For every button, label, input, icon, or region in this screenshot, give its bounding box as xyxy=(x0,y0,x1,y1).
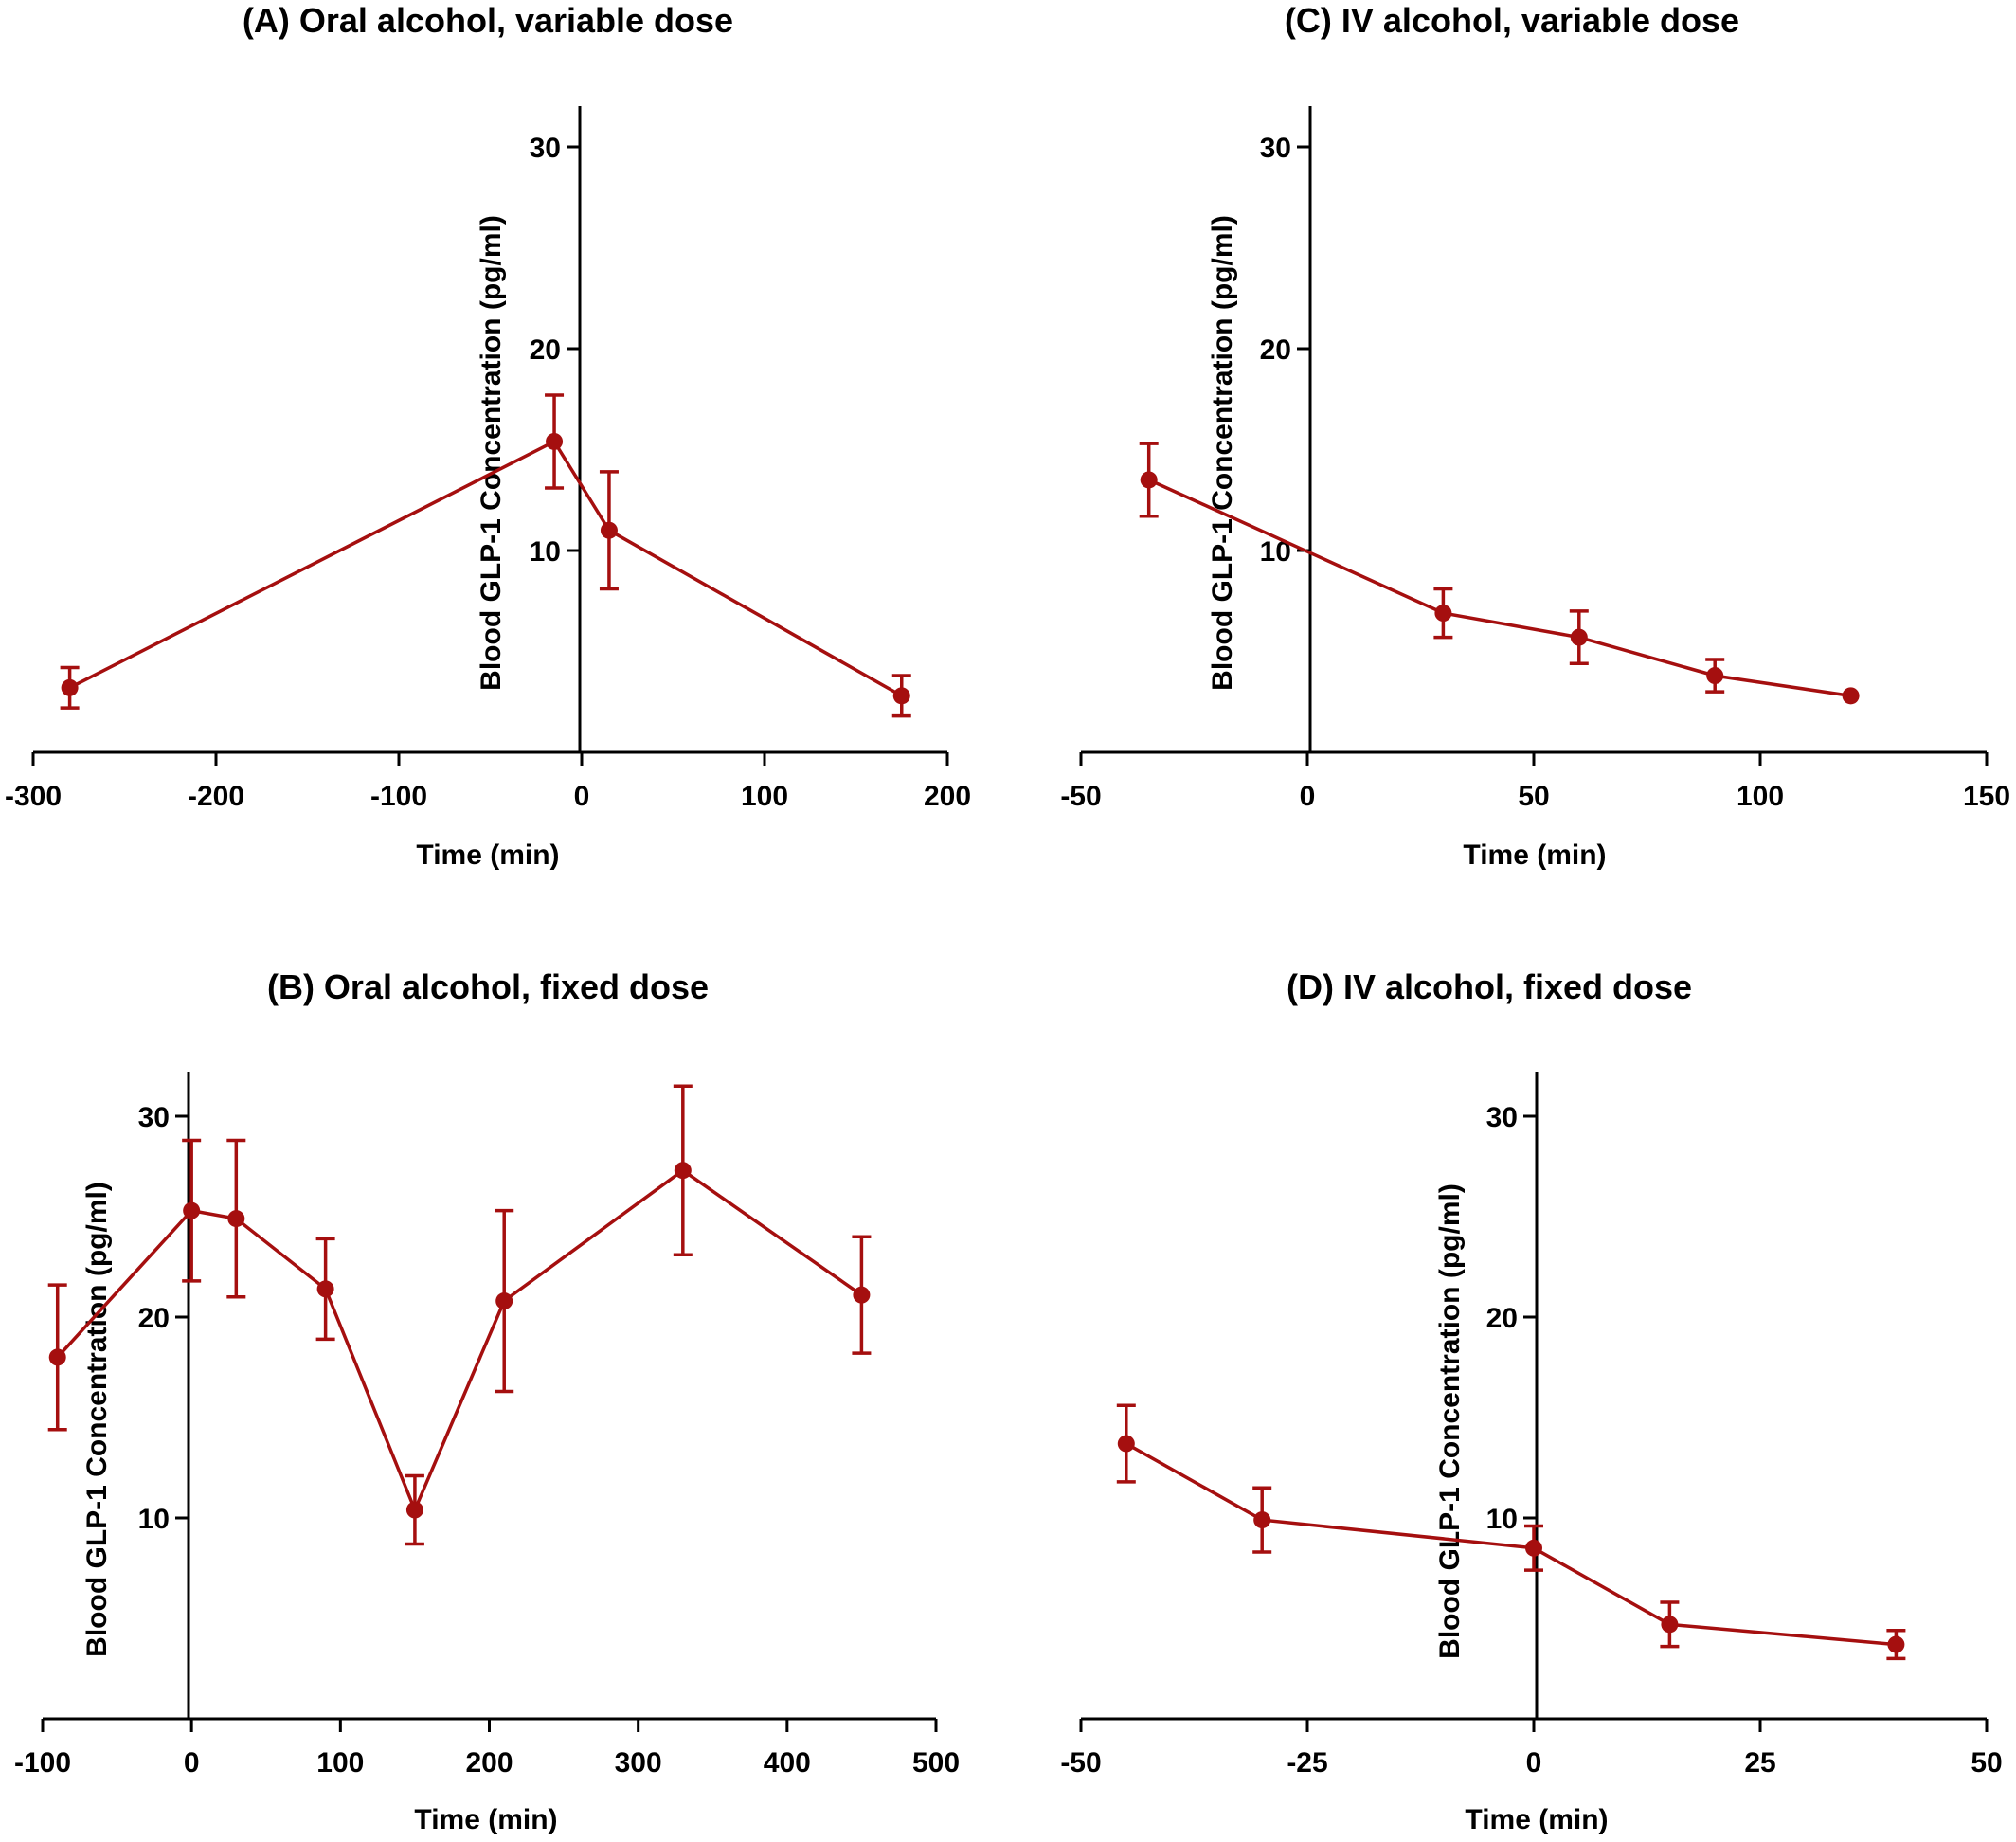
panel-d-data-point xyxy=(1253,1511,1270,1528)
panel-b-data-point xyxy=(227,1210,244,1227)
panel-a-x-tick-label: 100 xyxy=(741,781,788,812)
panel-b-x-tick-label: 100 xyxy=(316,1747,364,1779)
panel-b-y-tick-label: 10 xyxy=(138,1504,170,1535)
panel-c-y-axis-label: Blood GLP-1 Concentration (pg/ml) xyxy=(1207,215,1238,691)
panel-b-x-axis-label: Time (min) xyxy=(414,1804,557,1835)
panel-d-data-point xyxy=(1525,1540,1542,1557)
panel-a-y-tick-label: 30 xyxy=(530,133,561,164)
panel-b-data-point xyxy=(495,1292,513,1309)
panel-d-x-tick-label: 25 xyxy=(1744,1747,1775,1779)
panel-c-series-line xyxy=(1149,479,1851,695)
figure: (A) Oral alcohol, variable dose Time (mi… xyxy=(0,0,2016,1842)
panel-d-x-tick-label: 0 xyxy=(1526,1747,1542,1779)
panel-c-data-point xyxy=(1843,687,1860,704)
panel-b-x-tick-label: 400 xyxy=(764,1747,811,1779)
panel-c-data-point xyxy=(1141,471,1158,488)
panel-c-x-tick-label: -50 xyxy=(1060,781,1101,812)
panel-b: (B) Oral alcohol, fixed dose Time (min) … xyxy=(14,967,960,1835)
panel-c-x-tick-label: 0 xyxy=(1300,781,1316,812)
panel-d: (D) IV alcohol, fixed dose Time (min) Bl… xyxy=(1060,967,2002,1835)
panel-c-x-axis-label: Time (min) xyxy=(1463,840,1606,871)
panel-b-y-axis-label: Blood GLP-1 Concentration (pg/ml) xyxy=(81,1182,113,1657)
panel-b-data-point xyxy=(49,1348,66,1365)
panel-a-data-point xyxy=(601,522,618,539)
panel-a-y-tick-label: 20 xyxy=(530,334,561,366)
panel-a-x-tick-label: -300 xyxy=(5,781,62,812)
panel-d-y-tick-label: 20 xyxy=(1486,1303,1518,1334)
panel-c-data-point xyxy=(1706,667,1723,684)
panel-b-x-tick-label: 0 xyxy=(184,1747,200,1779)
panel-a-x-tick-label: -200 xyxy=(188,781,244,812)
panel-d-x-tick-label: -25 xyxy=(1287,1747,1327,1779)
panel-a: (A) Oral alcohol, variable dose Time (mi… xyxy=(5,1,971,871)
panel-b-x-tick-label: -100 xyxy=(14,1747,71,1779)
panel-c-x-tick-label: 100 xyxy=(1737,781,1784,812)
panel-b-x-tick-label: 300 xyxy=(615,1747,662,1779)
panel-d-x-tick-label: -50 xyxy=(1060,1747,1101,1779)
panel-c-x-tick-label: 150 xyxy=(1963,781,2010,812)
panel-b-y-tick-label: 30 xyxy=(138,1102,170,1133)
panel-c-title: (C) IV alcohol, variable dose xyxy=(1285,1,1739,40)
panel-a-data-point xyxy=(546,433,563,450)
panel-d-data-point xyxy=(1118,1436,1135,1453)
panel-b-title: (B) Oral alcohol, fixed dose xyxy=(267,967,709,1006)
panel-a-title: (A) Oral alcohol, variable dose xyxy=(243,1,733,40)
panel-b-data-point xyxy=(675,1162,692,1179)
panel-a-y-axis-label: Blood GLP-1 Concentration (pg/ml) xyxy=(476,215,507,691)
panel-d-y-tick-label: 30 xyxy=(1486,1102,1518,1133)
panel-b-data-point xyxy=(183,1202,200,1219)
panel-a-x-axis-label: Time (min) xyxy=(416,840,559,871)
panel-b-x-tick-label: 500 xyxy=(912,1747,960,1779)
panel-b-data-point xyxy=(406,1502,423,1519)
panel-d-data-point xyxy=(1887,1636,1904,1653)
panel-c-x-tick-label: 50 xyxy=(1518,781,1549,812)
panel-b-x-tick-label: 200 xyxy=(465,1747,513,1779)
panel-d-title: (D) IV alcohol, fixed dose xyxy=(1287,967,1692,1006)
panel-b-data-point xyxy=(853,1287,870,1304)
panel-b-data-point xyxy=(317,1280,334,1297)
panel-c-y-tick-label: 30 xyxy=(1260,133,1291,164)
panel-c-y-tick-label: 20 xyxy=(1260,334,1291,366)
panel-b-series-line xyxy=(58,1170,862,1509)
panel-a-x-tick-label: -100 xyxy=(370,781,427,812)
panel-c-data-point xyxy=(1434,605,1451,622)
panel-c: (C) IV alcohol, variable dose Time (min)… xyxy=(1060,1,2010,871)
panel-b-y-tick-label: 20 xyxy=(138,1303,170,1334)
panel-d-y-tick-label: 10 xyxy=(1486,1504,1518,1535)
panel-d-x-axis-label: Time (min) xyxy=(1465,1804,1608,1835)
panel-a-data-point xyxy=(893,687,910,704)
panel-d-y-axis-label: Blood GLP-1 Concentration (pg/ml) xyxy=(1434,1183,1466,1659)
panel-a-data-point xyxy=(62,679,79,696)
panel-a-x-tick-label: 0 xyxy=(574,781,590,812)
panel-d-series-line xyxy=(1126,1444,1897,1645)
panel-a-x-tick-label: 200 xyxy=(924,781,971,812)
panel-d-x-tick-label: 50 xyxy=(1971,1747,2002,1779)
panel-c-data-point xyxy=(1571,629,1588,646)
panel-a-y-tick-label: 10 xyxy=(530,536,561,568)
panel-d-data-point xyxy=(1661,1616,1678,1633)
